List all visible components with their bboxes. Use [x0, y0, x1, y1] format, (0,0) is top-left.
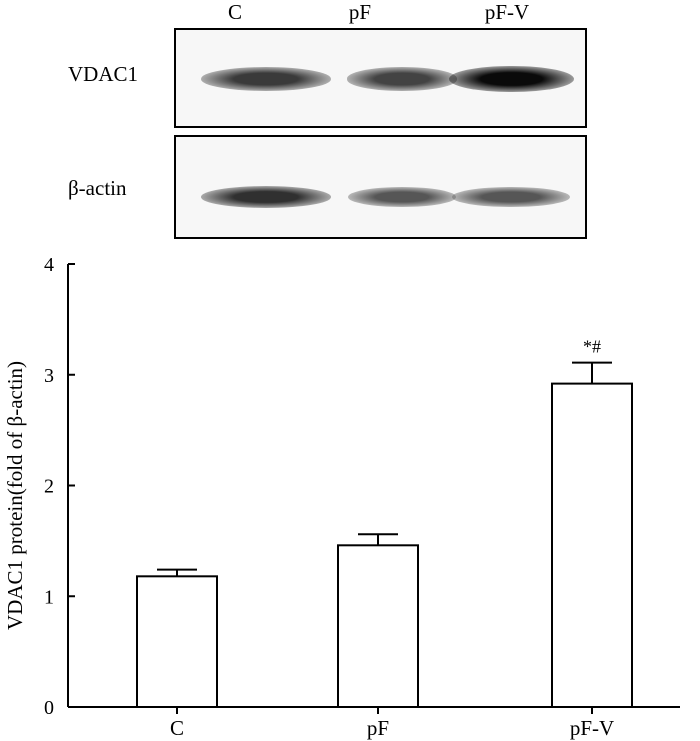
y-tick-label-1: 1 [44, 586, 54, 608]
lane-label-pf-v: pF-V [484, 0, 530, 24]
band-actin-pf [347, 187, 457, 207]
bar-pF [337, 544, 419, 708]
band-vdac1-c [201, 67, 331, 91]
blot-row-label-vdac1: VDAC1 [68, 62, 139, 86]
bar-chart: 0 1 2 3 4 VDAC1 protein(fold of β-actin) C pF *#… [3, 254, 680, 740]
x-tick-label-C: C [170, 716, 184, 740]
x-tick-label-pF-V: pF-V [570, 716, 614, 740]
blot-row-label-beta-actin: β-actin [68, 176, 127, 200]
x-tick-label-pF: pF [367, 716, 389, 740]
blot-box-beta-actin [174, 135, 587, 239]
lane-label-c: C [227, 0, 242, 24]
lane-label-pf: pF [348, 0, 372, 24]
y-tick-label-2: 2 [44, 476, 54, 498]
bar-pF-V [551, 382, 633, 709]
y-tick-label-3: 3 [44, 365, 54, 387]
band-actin-c [200, 186, 332, 208]
annotation-pF-V: *# [583, 337, 601, 357]
band-vdac1-pf [347, 67, 457, 91]
y-axis-label: VDAC1 protein(fold of β-actin) [3, 361, 27, 630]
band-vdac1-pf-v [448, 65, 574, 93]
y-tick-label-4: 4 [44, 254, 54, 276]
y-tick-label-0: 0 [44, 697, 54, 719]
bar-C [136, 575, 218, 708]
band-actin-pf-v [452, 187, 570, 207]
blot-box-vdac1 [174, 28, 587, 128]
